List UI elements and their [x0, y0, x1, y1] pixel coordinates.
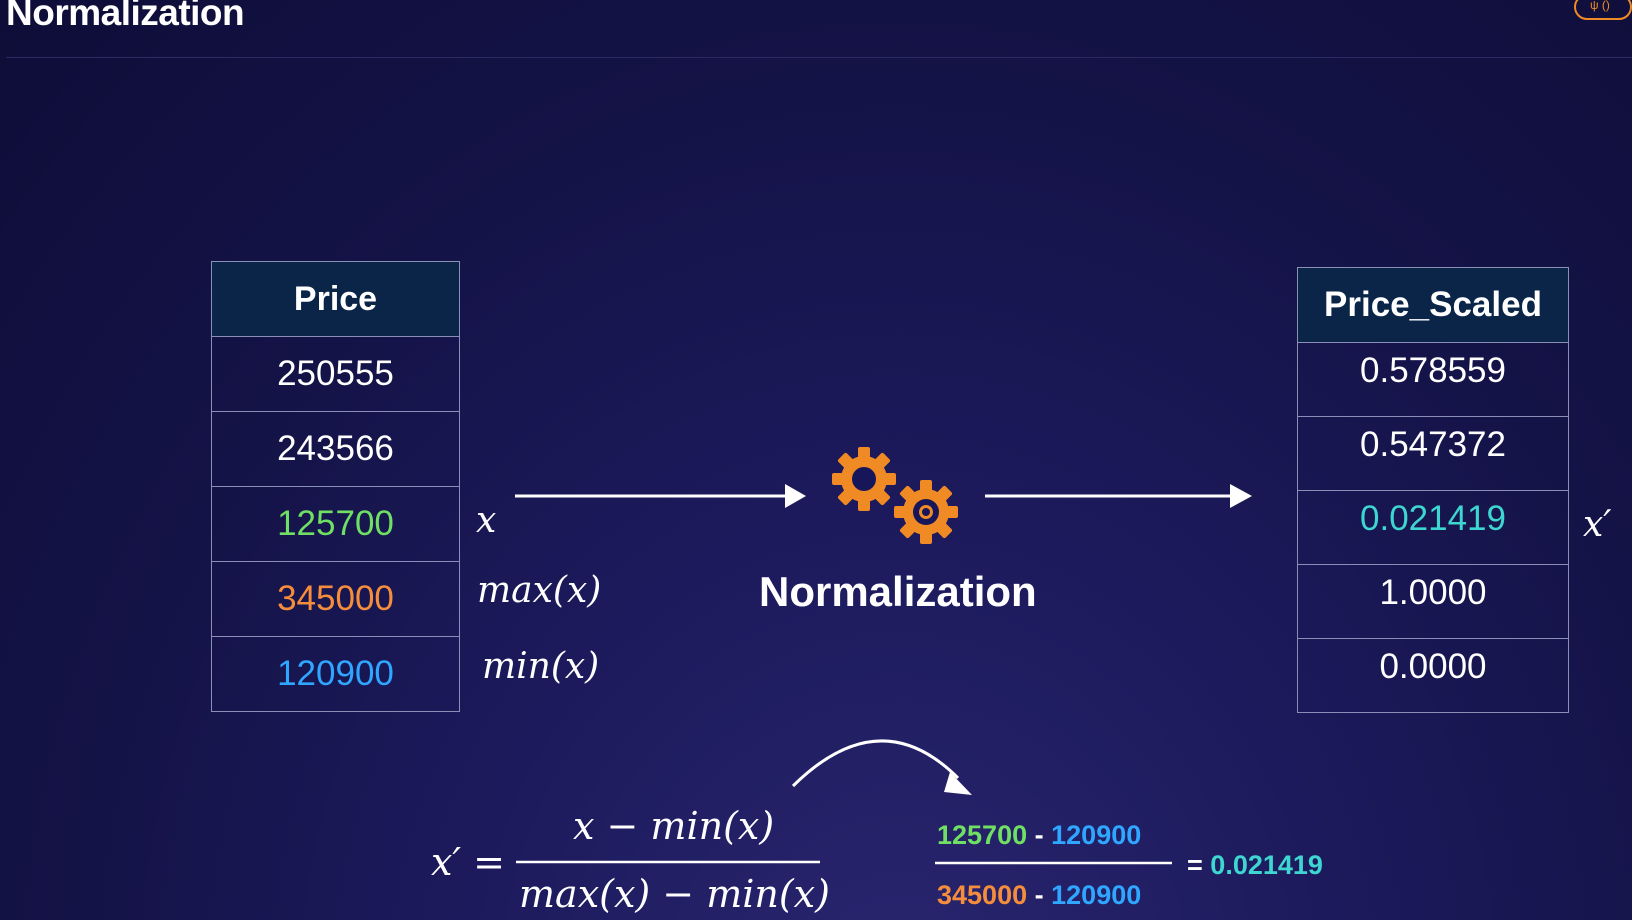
price-scaled-header: Price_Scaled	[1297, 267, 1569, 343]
calc-result-value: 0.021419	[1210, 850, 1323, 880]
gear-icon	[894, 480, 958, 544]
scaled-cell: 0.0000	[1297, 638, 1569, 713]
normalization-label: Normalization	[759, 568, 1037, 615]
x-label: x	[476, 500, 497, 541]
price-cell: 250555	[211, 336, 460, 412]
min-label: min(x)	[482, 646, 600, 687]
brand-logo-icon: ψ ()	[1574, 0, 1632, 20]
x-prime-label: x′	[1583, 504, 1612, 545]
arrow-right-icon	[985, 484, 1252, 508]
calc-denominator: 345000 - 120900	[937, 880, 1141, 911]
calc-numerator: 125700 - 120900	[937, 820, 1141, 851]
calc-min-value: 120900	[1051, 880, 1142, 910]
arrow-right-icon	[515, 484, 806, 508]
formula-lhs: x′ =	[431, 840, 505, 884]
gears-icon	[832, 447, 958, 544]
price-cell-max: 345000	[211, 561, 460, 637]
calc-max-value: 345000	[937, 880, 1028, 910]
calc-equals: =	[1187, 850, 1203, 880]
scaled-cell: 1.0000	[1297, 564, 1569, 639]
price-table: Price 250555 243566 125700 345000 120900	[211, 261, 460, 712]
price-cell-x: 125700	[211, 486, 460, 562]
max-label: max(x)	[477, 570, 602, 611]
calc-result: = 0.021419	[1187, 850, 1323, 881]
curved-arrow-icon	[791, 739, 972, 795]
scaled-cell: 0.547372	[1297, 416, 1569, 491]
slide-title: Normalization	[6, 0, 245, 33]
calc-x-value: 125700	[937, 820, 1028, 850]
title-divider	[6, 57, 1632, 58]
scaled-cell: 0.578559	[1297, 342, 1569, 417]
formula-denominator: max(x) − min(x)	[519, 872, 830, 916]
gear-icon	[832, 447, 896, 511]
scaled-cell-x-prime: 0.021419	[1297, 490, 1569, 565]
calc-min-value: 120900	[1051, 820, 1142, 850]
price-cell-min: 120900	[211, 636, 460, 712]
formula-numerator: x − min(x)	[573, 804, 775, 848]
price-header: Price	[211, 261, 460, 337]
price-scaled-table: Price_Scaled 0.578559 0.547372 0.021419 …	[1297, 267, 1569, 713]
calc-minus: -	[1034, 820, 1044, 850]
calc-minus: -	[1034, 880, 1044, 910]
